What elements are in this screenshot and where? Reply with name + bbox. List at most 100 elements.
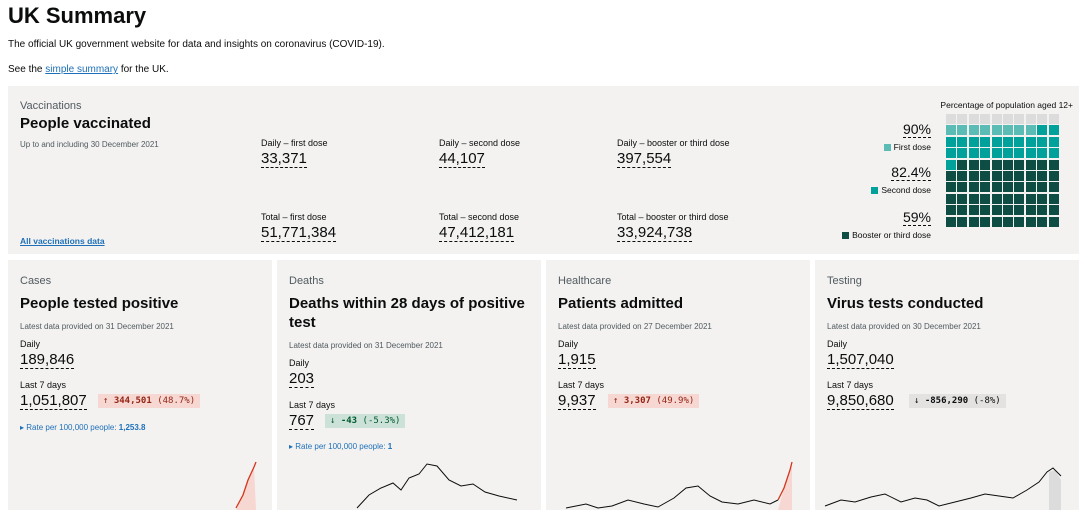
healthcare-daily-value[interactable]: 1,915 <box>558 351 596 369</box>
deaths-rate-toggle[interactable]: ▸ Rate per 100,000 people: 1 <box>289 442 392 451</box>
booster-dose-legend-label: Booster or third dose <box>852 230 931 240</box>
daily-booster-dose-value[interactable]: 397,554 <box>617 150 672 168</box>
waffle-cell-second <box>946 159 956 170</box>
cases-daily-label: Daily <box>20 339 41 349</box>
testing-week-value[interactable]: 9,850,680 <box>827 392 894 410</box>
vaccinations-heading: People vaccinated <box>20 115 151 132</box>
waffle-cell-booster <box>946 170 956 181</box>
testing-sparkline-line <box>824 467 1062 507</box>
waffle-cell-booster <box>968 159 979 170</box>
testing-caption: Testing <box>827 275 862 287</box>
healthcare-sparkline-rise-line <box>777 461 793 501</box>
waffle-cell-second <box>1014 136 1025 147</box>
summary-prefix: See the <box>8 64 46 75</box>
up-arrow-icon: ↑ <box>103 396 109 406</box>
waffle-cell-second <box>968 148 979 159</box>
waffle-cell-booster <box>968 170 979 181</box>
waffle-cell-booster <box>1037 216 1048 227</box>
all-vaccinations-link[interactable]: All vaccinations data <box>20 236 105 246</box>
deaths-sparkline <box>356 463 518 510</box>
deaths-week-value[interactable]: 767 <box>289 412 315 430</box>
cases-rate-toggle[interactable]: ▸ Rate per 100,000 people: 1,253.8 <box>20 423 145 432</box>
testing-daily-value[interactable]: 1,507,040 <box>827 351 894 369</box>
testing-card: Testing Virus tests conducted Latest dat… <box>815 260 1079 510</box>
second-dose-swatch <box>871 186 879 194</box>
waffle-cell-booster <box>1037 159 1048 170</box>
testing-sparkline <box>824 467 1062 510</box>
waffle-cell-first <box>980 125 991 136</box>
waffle-cell-booster <box>1014 182 1025 193</box>
waffle-cell-first <box>1025 125 1036 136</box>
waffle-cell-first <box>957 125 968 136</box>
healthcare-change-badge: ↑ 3,307 (49.9%) <box>608 394 700 408</box>
down-arrow-icon: ↓ <box>330 416 336 426</box>
down-arrow-icon: ↓ <box>914 396 920 406</box>
waffle-cell-booster <box>1025 182 1036 193</box>
total-booster-dose-value[interactable]: 33,924,738 <box>617 224 693 242</box>
waffle-cell-booster <box>991 193 1002 204</box>
waffle-cell-second <box>980 148 991 159</box>
cases-sparkline <box>235 461 257 510</box>
testing-date: Latest data provided on 30 December 2021 <box>827 322 981 331</box>
waffle-cell-booster <box>1014 170 1025 181</box>
deaths-card: Deaths Deaths within 28 days of positive… <box>277 260 541 510</box>
healthcare-daily-label: Daily <box>558 339 579 349</box>
first-dose-swatch <box>883 143 891 151</box>
total-first-dose-value[interactable]: 51,771,384 <box>261 224 337 242</box>
first-dose-legend: First dose <box>883 142 931 152</box>
up-arrow-icon: ↑ <box>613 396 619 406</box>
waffle-cell-empty <box>980 114 991 124</box>
total-second-dose-label: Total – second dose <box>439 212 520 222</box>
waffle-cell-booster <box>1002 193 1013 204</box>
total-second-dose-value[interactable]: 47,412,181 <box>439 224 515 242</box>
healthcare-change-percent: (49.9%) <box>656 396 695 406</box>
waffle-cell-second <box>1048 125 1059 136</box>
waffle-cell-booster <box>1025 193 1036 204</box>
waffle-cell-booster <box>957 159 968 170</box>
waffle-cell-empty <box>1002 114 1013 124</box>
waffle-cell-booster <box>1025 170 1036 181</box>
simple-summary-link[interactable]: simple summary <box>45 64 119 75</box>
cases-week-label: Last 7 days <box>20 380 67 390</box>
testing-heading: Virus tests conducted <box>827 295 984 312</box>
waffle-cell-booster <box>957 205 968 216</box>
triangle-right-icon: ▸ <box>289 442 294 451</box>
deaths-caption: Deaths <box>289 275 324 287</box>
waffle-cell-booster <box>957 170 968 181</box>
testing-change-value: -856,290 <box>924 396 969 406</box>
healthcare-date: Latest data provided on 27 December 2021 <box>558 322 712 331</box>
cases-week-value[interactable]: 1,051,807 <box>20 392 87 410</box>
waffle-cell-booster <box>968 193 979 204</box>
waffle-cell-first <box>968 125 979 136</box>
second-dose-legend-label: Second dose <box>881 185 931 195</box>
daily-second-dose-value[interactable]: 44,107 <box>439 150 485 168</box>
waffle-cell-second <box>1014 148 1025 159</box>
waffle-cell-second <box>980 136 991 147</box>
waffle-cell-booster <box>1002 205 1013 216</box>
daily-first-dose-value[interactable]: 33,371 <box>261 150 307 168</box>
healthcare-change-value: 3,307 <box>623 396 651 406</box>
waffle-cell-booster <box>980 216 991 227</box>
waffle-cell-booster <box>980 205 991 216</box>
cases-daily-value[interactable]: 189,846 <box>20 351 75 369</box>
healthcare-caption: Healthcare <box>558 275 612 287</box>
waffle-cell-empty <box>1048 114 1059 124</box>
deaths-heading: Deaths within 28 days of positive test <box>289 295 525 331</box>
waffle-cell-booster <box>1048 170 1059 181</box>
summary-line: See the simple summary for the UK. <box>8 64 169 75</box>
booster-dose-percent: 59% <box>902 209 931 226</box>
booster-dose-legend: Booster or third dose <box>842 230 931 240</box>
waffle-cell-booster <box>968 182 979 193</box>
healthcare-week-value[interactable]: 9,937 <box>558 392 596 410</box>
cases-card: Cases People tested positive Latest data… <box>8 260 272 510</box>
waffle-cell-booster <box>991 170 1002 181</box>
waffle-cell-booster <box>1014 205 1025 216</box>
first-dose-percent: 90% <box>902 121 931 138</box>
waffle-cell-booster <box>1002 182 1013 193</box>
waffle-cell-booster <box>957 182 968 193</box>
total-booster-dose-label: Total – booster or third dose <box>617 212 729 222</box>
testing-sparkline-shade <box>1049 470 1061 510</box>
waffle-cell-empty <box>957 114 968 124</box>
waffle-cell-booster <box>991 205 1002 216</box>
deaths-daily-value[interactable]: 203 <box>289 370 315 388</box>
